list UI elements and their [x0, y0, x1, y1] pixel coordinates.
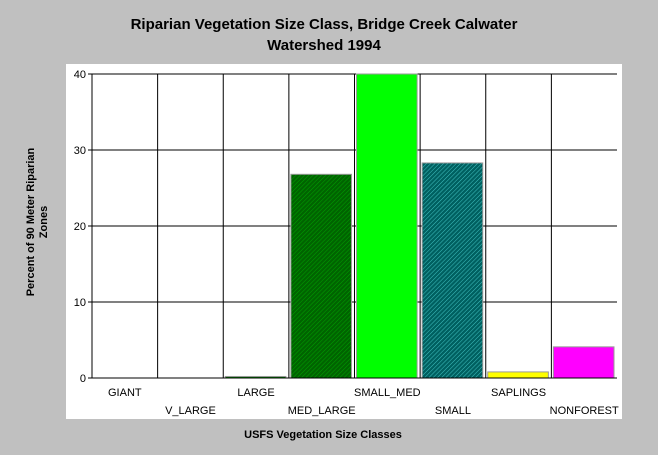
x-category-label: LARGE — [237, 387, 274, 399]
x-category-label: SAPLINGS — [491, 387, 546, 399]
y-axis-title-line1: Percent of 90 Meter Riparian — [25, 147, 37, 296]
chart-title-line1: Riparian Vegetation Size Class, Bridge C… — [131, 16, 518, 33]
y-axis-title-line2: Zones — [38, 206, 50, 238]
y-tick-label: 0 — [80, 373, 86, 385]
bar-nonforest — [552, 346, 615, 379]
x-axis-title: USFS Vegetation Size Classes — [244, 429, 402, 441]
y-tick-labels: 0 10 20 30 40 — [74, 69, 86, 385]
bar-saplings — [487, 371, 549, 379]
y-tick-label: 40 — [74, 69, 86, 81]
y-axis-title: Percent of 90 Meter Riparian Zones — [25, 147, 50, 296]
y-tick-label: 30 — [74, 145, 86, 157]
x-category-label: SMALL_MED — [354, 387, 421, 399]
bar-small-med — [356, 73, 418, 379]
bars — [224, 73, 615, 379]
x-category-label: SMALL — [435, 405, 471, 417]
chart-title-line2: Watershed 1994 — [267, 37, 381, 54]
grid-lines — [92, 73, 617, 379]
y-tick-label: 10 — [74, 297, 86, 309]
y-tick-label: 20 — [74, 221, 86, 233]
x-category-label: V_LARGE — [165, 405, 216, 417]
x-category-label: GIANT — [108, 387, 142, 399]
x-category-label: MED_LARGE — [288, 405, 356, 417]
bar-small — [421, 162, 484, 379]
bar-med-large — [290, 173, 352, 379]
x-category-labels: GIANT V_LARGE LARGE MED_LARGE SMALL_MED SMALL… — [108, 387, 619, 417]
x-category-label: NONFOREST — [550, 405, 619, 417]
axes — [88, 73, 617, 379]
